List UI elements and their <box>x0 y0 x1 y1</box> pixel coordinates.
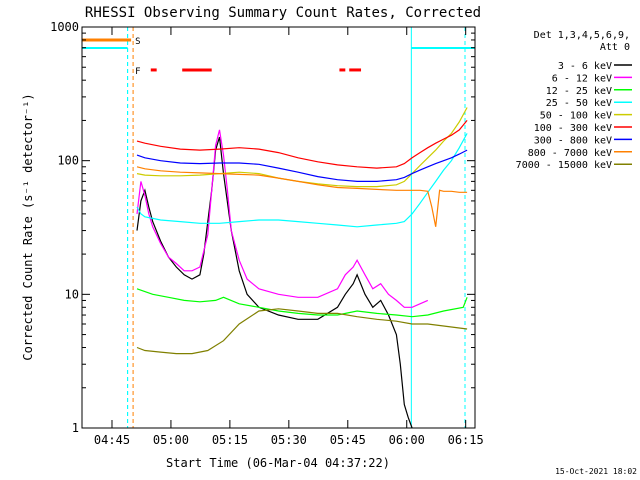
legend-label-3: 25 - 50 keV <box>546 98 612 109</box>
legend-label-6: 300 - 800 keV <box>534 135 612 146</box>
x-tick-label-4: 05:45 <box>330 433 366 447</box>
x-tick-label-6: 06:15 <box>448 433 484 447</box>
x-tick-label-5: 06:00 <box>389 433 425 447</box>
series-line-4 <box>136 107 468 188</box>
plot-frame <box>81 26 476 429</box>
legend-label-0: 3 - 6 keV <box>558 61 612 72</box>
series-line-8 <box>136 308 468 355</box>
legend-label-8: 7000 - 15000 keV <box>516 160 612 171</box>
series-line-5 <box>136 120 468 169</box>
series-lines <box>136 107 468 429</box>
saa-label: S <box>135 37 140 47</box>
legend-label-5: 100 - 300 keV <box>534 123 612 134</box>
legend-header-0: Det 1,3,4,5,6,9, <box>534 30 630 41</box>
legend-label-1: 6 - 12 keV <box>552 73 612 84</box>
legend-label-2: 12 - 25 keV <box>546 86 612 97</box>
series-line-2 <box>136 288 468 318</box>
axes: 04:45 05:00 05:15 05:30 05:45 06:00 06:15 1 10 10… <box>50 20 484 447</box>
legend-label-4: 50 - 100 keV <box>540 111 612 122</box>
flag-markers: SF <box>82 27 362 428</box>
legend-label-7: 800 - 7000 keV <box>528 148 612 159</box>
chart-title: RHESSI Observing Summary Count Rates, Co… <box>85 5 481 21</box>
x-tick-label-2: 05:15 <box>212 433 248 447</box>
series-line-1 <box>136 129 429 308</box>
y-axis-label: Corrected Count Rate (s⁻¹ detector⁻¹) <box>21 93 35 360</box>
y-tick-label-1: 10 <box>65 287 79 301</box>
y-tick-label-3: 1000 <box>50 20 79 34</box>
x-tick-label-0: 04:45 <box>94 433 130 447</box>
x-tick-label-1: 05:00 <box>153 433 189 447</box>
series-line-0 <box>136 136 413 429</box>
night-intervals <box>82 27 475 428</box>
series-line-3 <box>136 133 468 228</box>
series-line-7 <box>136 166 468 227</box>
footer-date: 15-Oct-2021 18:02 <box>555 467 637 476</box>
y-tick-label-2: 100 <box>57 154 79 168</box>
x-tick-label-3: 05:30 <box>271 433 307 447</box>
flare-label: F <box>135 67 140 77</box>
x-axis-label: Start Time (06-Mar-04 04:37:22) <box>166 456 390 470</box>
series-line-6 <box>136 149 468 182</box>
legend-header-1: Att 0 <box>600 42 630 53</box>
y-tick-label-0: 1 <box>72 421 79 435</box>
